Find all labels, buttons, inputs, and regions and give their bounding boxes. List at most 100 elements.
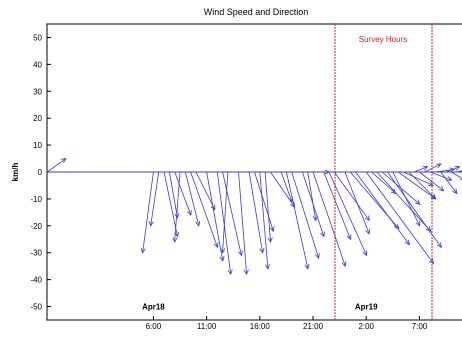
- wind-vector-head: [365, 228, 370, 235]
- wind-vector-head: [259, 247, 265, 254]
- wind-vector-head: [304, 263, 310, 270]
- wind-vector: [163, 171, 178, 237]
- wind-vector-head: [404, 239, 410, 246]
- wind-vector: [216, 171, 232, 275]
- wind-vector: [184, 171, 200, 226]
- wind-vector: [307, 171, 317, 221]
- wind-vector: [323, 171, 351, 240]
- wind-vector-head: [435, 163, 442, 169]
- wind-vector-head: [243, 269, 249, 276]
- wind-vector-head: [428, 181, 434, 186]
- wind-vector-head: [341, 261, 347, 268]
- wind-vector-head: [172, 237, 178, 243]
- wind-vector: [259, 171, 269, 269]
- y-tick-label: 0: [38, 168, 43, 177]
- wind-vector: [270, 171, 296, 208]
- survey-hours-label: Survey Hours: [359, 35, 407, 44]
- wind-vector-head: [459, 175, 462, 181]
- wind-vector: [280, 171, 293, 202]
- day-labels: Apr18 Apr19: [142, 303, 378, 312]
- wind-vector: [190, 171, 218, 248]
- wind-vector-head: [364, 215, 370, 222]
- wind-vector: [222, 171, 242, 256]
- chart-title: Wind Speed and Direction: [204, 7, 309, 17]
- wind-vector-head: [362, 250, 368, 257]
- wind-vector-head: [140, 247, 146, 254]
- wind-vector: [440, 171, 458, 194]
- wind-vector: [238, 171, 248, 275]
- y-tick-label: 20: [33, 114, 42, 123]
- wind-vector-head: [454, 165, 461, 171]
- wind-vector-head: [148, 220, 154, 227]
- wind-vector: [371, 171, 397, 194]
- wind-vector-head: [422, 165, 429, 171]
- wind-vector: [333, 171, 370, 221]
- wind-vector-head: [219, 255, 225, 262]
- wind-vector-head: [425, 226, 432, 232]
- wind-vector-head: [290, 201, 296, 208]
- wind-vector: [254, 171, 274, 232]
- y-tick-label: 10: [33, 141, 42, 150]
- wind-vectors: [47, 158, 462, 276]
- wind-vector-head: [346, 234, 352, 241]
- wind-vector-head: [269, 226, 275, 233]
- wind-vector-head: [446, 176, 453, 181]
- y-tick-label: -30: [30, 249, 42, 258]
- day-label: Apr18: [142, 303, 165, 312]
- wind-vector-head: [60, 158, 67, 164]
- wind-vector-head: [220, 247, 226, 254]
- wind-vector: [291, 171, 320, 259]
- y-tick-label: -50: [30, 303, 42, 312]
- wind-vector-head: [265, 264, 271, 270]
- wind-vector: [344, 171, 370, 235]
- wind-vector-head: [227, 269, 233, 276]
- y-axis-label: km/h: [11, 163, 20, 182]
- wind-vector: [150, 171, 160, 226]
- wind-vector-head: [314, 253, 320, 259]
- y-tick-label: 50: [33, 33, 42, 42]
- wind-vector: [408, 171, 436, 200]
- wind-vector-head: [436, 242, 442, 249]
- wind-vector: [174, 171, 181, 242]
- wind-vector: [387, 171, 442, 248]
- wind-vector-head: [267, 237, 273, 243]
- wind-vector: [222, 171, 229, 253]
- wind-vector-head: [210, 204, 216, 211]
- wind-vector: [403, 171, 434, 186]
- wind-vector-head: [438, 186, 445, 192]
- x-tick-label: 6:00: [146, 322, 162, 331]
- wind-vector-head: [390, 188, 397, 195]
- y-tick-label: -10: [30, 195, 42, 204]
- wind-vector-head: [430, 194, 437, 200]
- wind-vector: [195, 171, 216, 210]
- wind-vector: [248, 171, 264, 253]
- wind-vector: [451, 171, 462, 179]
- wind-vector: [168, 171, 178, 218]
- wind-vector: [206, 171, 224, 261]
- wind-vector-head: [414, 199, 421, 205]
- y-tick-label: 30: [33, 87, 42, 96]
- wind-vector: [445, 166, 460, 173]
- wind-vector: [286, 171, 309, 269]
- wind-vector: [397, 171, 437, 200]
- wind-vector: [264, 171, 271, 242]
- wind-vector: [424, 163, 442, 173]
- wind-vector: [355, 171, 410, 245]
- wind-vector-head: [237, 250, 243, 257]
- wind-vector: [419, 171, 444, 192]
- x-tick-label: 11:00: [197, 322, 217, 331]
- wind-vector-head: [452, 188, 458, 195]
- wind-vector: [413, 166, 428, 173]
- y-tick-label: -20: [30, 222, 42, 231]
- wind-vector: [142, 171, 154, 253]
- x-tick-label: 7:00: [412, 322, 428, 331]
- wind-vector: [429, 171, 452, 181]
- wind-vector-head: [186, 210, 192, 216]
- wind-vector: [376, 171, 431, 232]
- wind-vector: [47, 158, 67, 173]
- x-tick-label: 2:00: [358, 322, 374, 331]
- day-label: Apr19: [355, 303, 378, 312]
- y-axis: 50 40 30 20 10 0 -10 -20 -30 -40 -50: [30, 33, 51, 312]
